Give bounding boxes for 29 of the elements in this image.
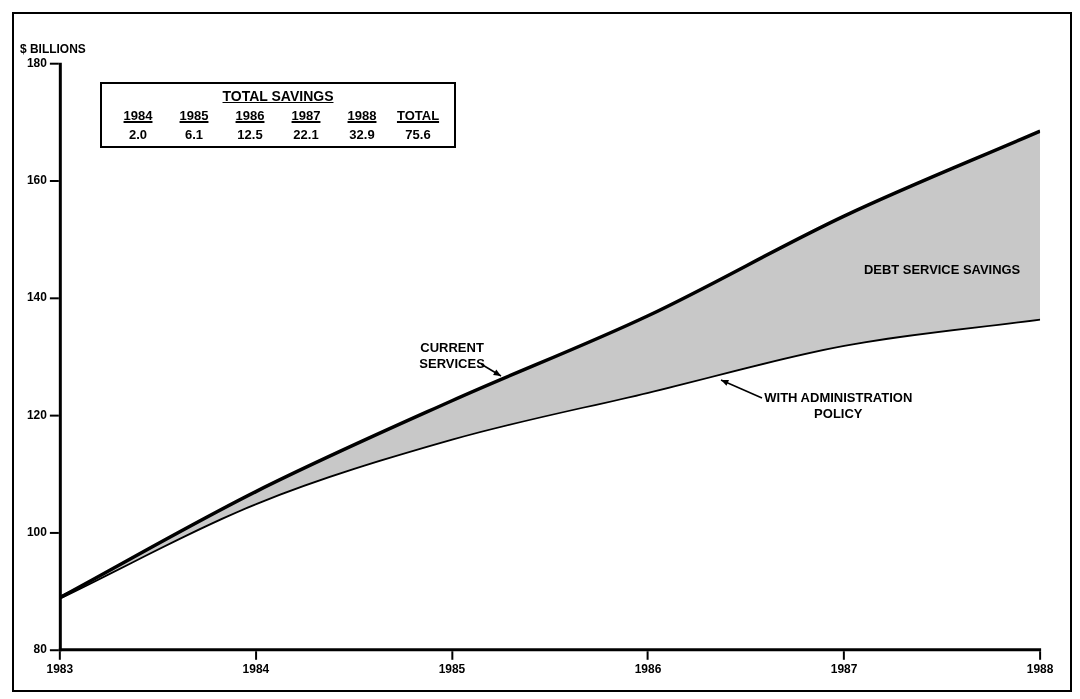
y-axis-title: $ BILLIONS [20,42,86,57]
y-tick-label: 160 [26,173,48,188]
x-tick-label: 1985 [438,662,466,677]
annotation: 1985 [178,108,210,123]
annotation: TOTAL SAVINGS [221,88,335,104]
x-tick-label: 1983 [46,662,74,677]
x-tick-label: 1988 [1026,662,1054,677]
y-tick-label: 120 [26,407,48,422]
annotation: 12.5 [236,127,264,142]
y-tick-label: 140 [26,290,48,305]
annotation: 2.0 [127,127,149,142]
annotation: 22.1 [292,127,320,142]
annotation: TOTAL [395,108,441,123]
annotation: 1984 [122,108,154,123]
annotation: 1987 [290,108,322,123]
annotation: 75.6 [404,127,432,142]
series-label: CURRENT SERVICES [419,339,485,372]
annotation: 32.9 [348,127,376,142]
annotation: DEBT SERVICE SAVINGS [863,262,1021,278]
x-tick-label: 1986 [634,662,662,677]
annotation: 1986 [234,108,266,123]
x-tick-label: 1987 [830,662,858,677]
y-tick-label: 180 [26,56,48,70]
text: WITH ADMINISTRATION POLICY [764,389,913,422]
annotation: 1988 [346,108,378,123]
y-tick-label: 80 [33,642,48,657]
x-tick-label: 1984 [242,662,270,677]
y-tick-label: 100 [26,524,48,539]
annotation: 6.1 [183,127,205,142]
